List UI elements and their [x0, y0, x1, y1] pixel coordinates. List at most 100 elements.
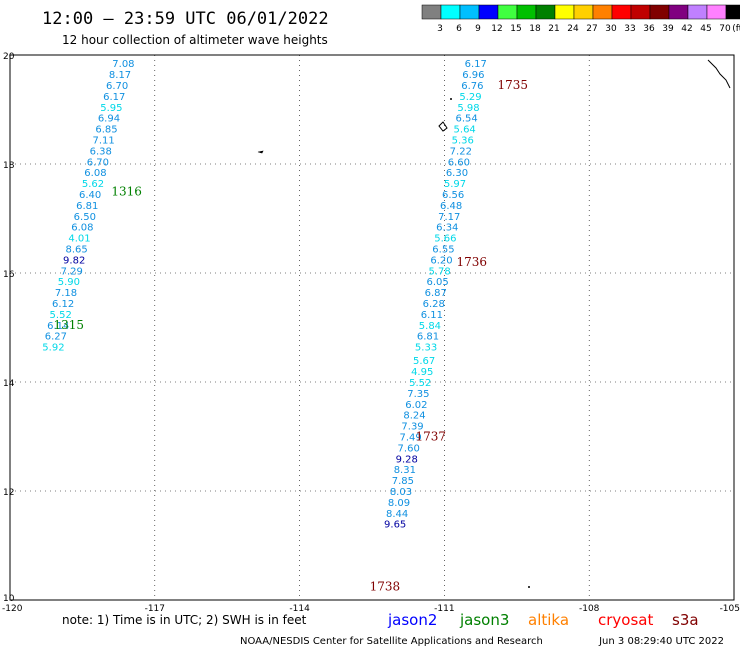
legend-label: 24: [567, 24, 579, 34]
y-tick-label: 12: [3, 488, 14, 498]
wave-height-value: 7.85: [392, 476, 414, 487]
axis-ticks: -120 -117 -114 -111 -108 -105 10 12 14 16 18 20: [2, 52, 740, 614]
legend-label: 18: [529, 24, 541, 34]
legend-swatch: [497, 4, 518, 20]
wave-height-value: 7.35: [407, 389, 429, 400]
legend-swatch: [573, 4, 594, 20]
wave-height-value: 5.97: [444, 179, 466, 190]
wave-height-value: 6.14: [47, 321, 69, 332]
legend-unit: (ft): [732, 24, 740, 34]
legend-label: 70: [719, 24, 731, 34]
wave-height-value: 6.55: [432, 244, 454, 255]
wave-height-value: 6.54: [455, 114, 477, 125]
wave-height-value: 6.60: [448, 157, 470, 168]
legend-swatch: [706, 4, 727, 20]
wave-height-value: 8.17: [109, 70, 131, 81]
chart-title: 12:00 – 23:59 UTC 06/01/2022: [42, 9, 329, 29]
legend-swatch: [535, 4, 556, 20]
legend-label: 42: [681, 24, 692, 34]
wave-height-value: 9.28: [396, 454, 418, 465]
wave-height-value: 6.02: [405, 400, 427, 411]
legend-label: 27: [586, 24, 597, 34]
legend-swatch: [649, 4, 670, 20]
wave-height-value: 9.65: [384, 520, 406, 531]
island-outline: [257, 150, 264, 154]
footer: note: 1) Time is in UTC; 2) SWH is in fe…: [62, 611, 724, 647]
wave-height-value: 5.98: [457, 103, 479, 114]
chart-subtitle: 12 hour collection of altimeter wave hei…: [62, 33, 328, 47]
wave-height-value: 8.31: [394, 465, 416, 476]
legend-swatch: [630, 4, 651, 20]
legend-swatch: [592, 4, 613, 20]
y-tick-label: 20: [3, 52, 15, 62]
footer-generated: Jun 3 08:29:40 UTC 2022: [598, 636, 724, 647]
wave-height-value: 6.20: [430, 255, 452, 266]
legend-label: 45: [700, 24, 711, 34]
wave-height-value: 6.85: [95, 125, 117, 136]
legend-swatch: [478, 4, 499, 20]
wave-height-value: 6.81: [76, 201, 98, 212]
y-tick-label: 16: [3, 270, 15, 280]
wave-height-value: 6.96: [462, 70, 484, 81]
wave-height-value: 6.40: [79, 190, 101, 201]
altimeter-tracks: 7.088.176.706.175.956.946.857.116.386.70…: [42, 59, 528, 593]
legend-swatch: [611, 4, 632, 20]
wave-height-value: 6.56: [442, 190, 464, 201]
pass-time-label: 1736: [456, 255, 487, 269]
satellite-jason3: jason3: [459, 611, 509, 629]
wave-height-value: 5.64: [454, 125, 476, 136]
coastline-features: [257, 59, 731, 588]
coastline-segment: [707, 59, 731, 89]
pass-time-label: 1315: [53, 318, 84, 332]
x-tick-label: -111: [434, 604, 454, 614]
legend-swatch: [440, 4, 461, 20]
wave-height-value: 5.36: [452, 135, 474, 146]
wave-height-value: 8.44: [386, 509, 408, 520]
wave-height-value: 6.17: [465, 59, 487, 70]
legend-label: 39: [662, 24, 674, 34]
wave-height-value: 7.08: [112, 59, 134, 70]
island-dot: [450, 98, 452, 100]
wave-height-value: 6.48: [440, 201, 462, 212]
legend-swatch: [459, 4, 480, 20]
wave-height-value: 5.95: [100, 103, 122, 114]
wave-height-value: 6.50: [74, 212, 96, 223]
wave-height-value: 7.29: [61, 266, 83, 277]
pass-time-label: 1737: [415, 430, 446, 444]
legend-label: 6: [456, 24, 462, 34]
legend-swatch: [516, 4, 537, 20]
wave-height-value: 5.33: [415, 343, 437, 354]
wave-height-value: 7.17: [438, 212, 460, 223]
wave-height-value: 6.81: [417, 332, 439, 343]
track-s3a: 6.176.966.765.295.986.545.645.367.226.60…: [370, 59, 528, 593]
pass-time-label: 1316: [111, 184, 142, 198]
legend-swatch: [687, 4, 708, 20]
satellite-cryosat: cryosat: [598, 611, 653, 629]
legend-label: 3: [437, 24, 443, 34]
satellite-altika: altika: [528, 611, 569, 629]
satellite-legend: jason2 jason3 altika cryosat s3a: [387, 611, 699, 629]
x-tick-label: -117: [145, 604, 165, 614]
wave-height-value: 8.65: [65, 244, 87, 255]
wave-height-value: 5.52: [409, 378, 431, 389]
track-jason3: 7.088.176.706.175.956.946.857.116.386.70…: [42, 59, 142, 353]
footer-note: note: 1) Time is in UTC; 2) SWH is in fe…: [62, 613, 307, 627]
legend-swatch: [554, 4, 575, 20]
wave-height-value: 7.49: [399, 433, 421, 444]
wave-height-value: 6.28: [423, 299, 445, 310]
wave-height-value: 6.27: [45, 332, 67, 343]
legend-swatch: [421, 4, 442, 20]
wave-height-value: 6.70: [87, 157, 109, 168]
wave-height-value: 6.12: [52, 299, 74, 310]
wave-height-value: 5.52: [50, 310, 72, 321]
wave-height-value: 6.17: [103, 92, 125, 103]
wave-height-value: 5.92: [42, 343, 64, 354]
wave-height-value: 6.34: [436, 223, 458, 234]
wave-height-value: 5.90: [58, 277, 80, 288]
island-dot: [528, 586, 530, 588]
wave-height-value: 8.09: [388, 498, 410, 509]
x-tick-label: -120: [2, 604, 23, 614]
y-tick-label: 18: [3, 161, 15, 171]
wave-height-value: 6.30: [446, 168, 468, 179]
